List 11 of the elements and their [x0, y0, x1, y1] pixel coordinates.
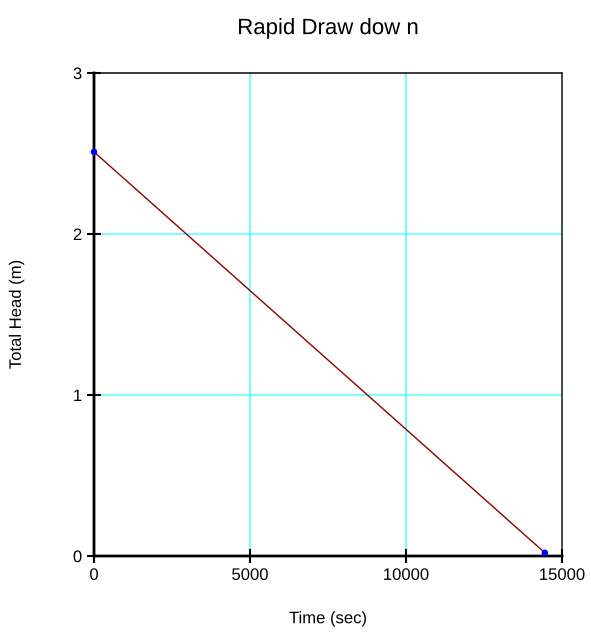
- y-tick-label: 3: [74, 67, 82, 80]
- x-tick-label: 10000: [384, 568, 429, 580]
- y-tick-label: 0: [74, 550, 82, 562]
- x-axis-title: Time (sec): [289, 611, 366, 627]
- x-tick-label: 15000: [540, 568, 585, 580]
- x-tick-label: 5000: [232, 568, 268, 580]
- y-axis-title: Total Head (m): [8, 260, 24, 369]
- chart-title: Rapid Draw dow n: [239, 18, 418, 39]
- y-tick-label: 1: [74, 390, 82, 402]
- x-tick-label: 0: [90, 568, 98, 580]
- y-tick-label: 2: [74, 228, 82, 240]
